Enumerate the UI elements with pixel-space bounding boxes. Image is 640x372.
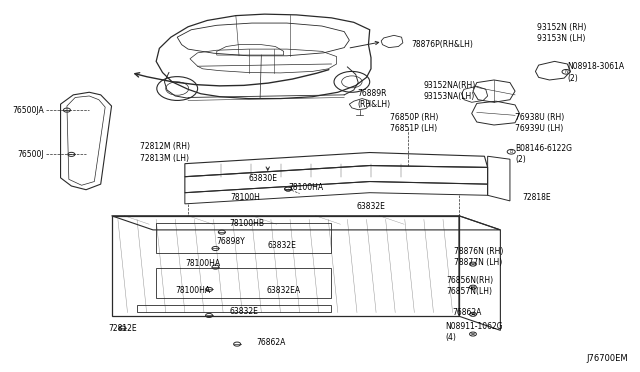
Text: 63832E: 63832E [357,202,386,211]
Text: 78876P(RH&LH): 78876P(RH&LH) [411,40,473,49]
Text: N: N [564,69,568,74]
Text: 72818E: 72818E [523,193,551,202]
Text: 63832E: 63832E [268,241,296,250]
Text: 78100HA: 78100HA [185,259,220,268]
Text: 76500JA: 76500JA [12,106,44,115]
Text: 76889R
(RH&LH): 76889R (RH&LH) [357,89,390,109]
Text: 76850P (RH)
76851P (LH): 76850P (RH) 76851P (LH) [390,113,438,133]
Text: B: B [509,149,513,154]
Text: 93152NA(RH)
93153NA(LH): 93152NA(RH) 93153NA(LH) [424,81,476,101]
Text: 78100HA: 78100HA [175,286,211,295]
Text: 72812E: 72812E [108,324,137,333]
Text: N08918-3061A
(2): N08918-3061A (2) [567,62,625,83]
Text: 76898Y: 76898Y [217,237,246,246]
Text: 76862A: 76862A [452,308,482,317]
Text: 76938U (RH)
76939U (LH): 76938U (RH) 76939U (LH) [515,113,564,133]
Text: 78100H: 78100H [231,193,260,202]
Text: 76862A: 76862A [256,338,285,347]
Text: 76500J: 76500J [17,150,44,159]
Text: 78100HA: 78100HA [288,183,323,192]
Text: J76700EM: J76700EM [586,355,628,363]
Text: 78876N (RH)
78877N (LH): 78876N (RH) 78877N (LH) [454,247,503,267]
Text: 63830E: 63830E [248,174,278,183]
Text: 76856N(RH)
76857N(LH): 76856N(RH) 76857N(LH) [446,276,493,296]
Text: 72812M (RH)
72813M (LH): 72812M (RH) 72813M (LH) [140,142,190,163]
Text: 63832E: 63832E [230,307,259,316]
Text: 78100HB: 78100HB [230,219,264,228]
Text: 93152N (RH)
93153N (LH): 93152N (RH) 93153N (LH) [537,23,586,43]
Text: B08146-6122G
(2): B08146-6122G (2) [515,144,572,164]
Text: N08911-1062G
(4): N08911-1062G (4) [445,322,502,342]
Text: 63832EA: 63832EA [266,286,301,295]
